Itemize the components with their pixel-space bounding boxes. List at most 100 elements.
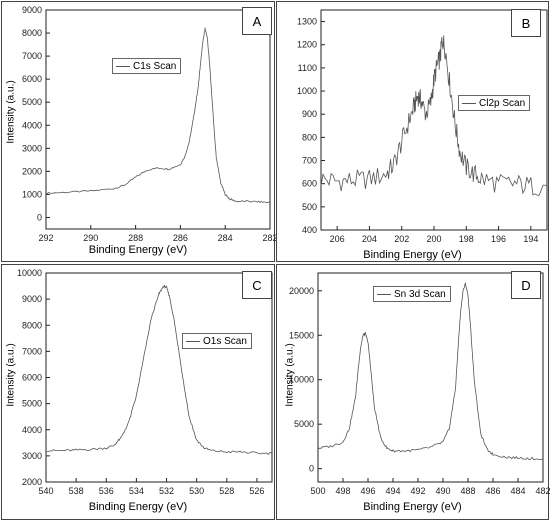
legend-label: Cl2p Scan	[479, 97, 526, 109]
x-tick-label: 198	[459, 234, 474, 244]
y-tick-label: 500	[302, 202, 317, 212]
y-tick-label: 7000	[22, 346, 42, 356]
y-tick-label: 5000	[294, 419, 314, 429]
x-tick-label: 500	[310, 486, 325, 496]
panel-label: D	[511, 271, 541, 299]
x-tick-label: 200	[426, 234, 441, 244]
x-tick-label: 532	[159, 486, 174, 496]
x-tick-label: 204	[362, 234, 377, 244]
x-tick-label: 498	[335, 486, 350, 496]
legend: C1s Scan	[112, 58, 182, 74]
y-tick-label: 0	[37, 212, 42, 222]
spectrum-line	[320, 35, 548, 196]
plot-area: 292 290 288 286 284 282 0 1000 2000 3000 4000 5000 6…	[22, 5, 276, 243]
x-tick-label: 486	[485, 486, 500, 496]
spectrum-line	[45, 284, 273, 455]
plot-frame	[320, 9, 548, 231]
legend: Sn 3d Scan	[373, 286, 451, 302]
y-tick-label: 400	[302, 225, 317, 235]
chart-panel-b: 206 204 202 200 198 196 194 400 500 600 700 800 900 1…	[276, 1, 549, 262]
legend-label: O1s Scan	[203, 335, 247, 347]
y-tick-label: 600	[302, 179, 317, 189]
plot-area: 206 204 202 200 198 196 194 400 500 600 700 800 900 1…	[297, 9, 548, 244]
legend-swatch	[116, 65, 130, 67]
y-axis-label: Intensity (a.u.)	[5, 343, 17, 407]
legend: Cl2p Scan	[458, 95, 531, 111]
panel-label: C	[242, 271, 272, 299]
y-tick-label: 5000	[22, 97, 42, 107]
y-tick-label: 1000	[297, 86, 317, 96]
plot-frame	[45, 9, 271, 230]
legend-label: Sn 3d Scan	[394, 288, 446, 300]
x-axis-label: Binding Energy (eV)	[88, 501, 188, 513]
x-tick-label: 492	[410, 486, 425, 496]
chart-panel-d: 500 498 496 494 492 490 488 486 484 482 0 5000 10000…	[276, 264, 550, 520]
plot-area: 540 538 536 534 532 530 528 526 2000 3000 4000 5000…	[17, 268, 273, 496]
x-tick-label: 292	[38, 233, 53, 243]
chart-panel-c: 540 538 536 534 532 530 528 526 2000 3000 4000 5000…	[1, 264, 275, 520]
x-axis-label: Binding Energy (eV)	[363, 501, 462, 513]
x-tick-label: 534	[129, 486, 144, 496]
x-axis-label: Binding Energy (eV)	[88, 244, 188, 256]
x-tick-label: 528	[219, 486, 234, 496]
y-tick-label: 8000	[22, 28, 42, 38]
y-tick-label: 10000	[17, 268, 42, 278]
y-tick-label: 900	[302, 109, 317, 119]
x-tick-label: 194	[523, 234, 538, 244]
x-tick-label: 538	[69, 486, 84, 496]
plot-area: 500 498 496 494 492 490 488 486 484 482 0 5000 10000…	[289, 272, 550, 496]
y-tick-label: 1200	[297, 40, 317, 50]
legend-label: C1s Scan	[133, 60, 177, 72]
panel-label: B	[511, 9, 541, 37]
legend: O1s Scan	[182, 333, 252, 349]
spectrum-line	[45, 27, 271, 204]
y-tick-label: 0	[309, 464, 314, 474]
x-tick-label: 496	[360, 486, 375, 496]
x-tick-label: 196	[491, 234, 506, 244]
chart-panel-a: 292 290 288 286 284 282 0 1000 2000 3000 4000 5000 6…	[1, 1, 276, 262]
y-tick-label: 6000	[22, 373, 42, 383]
y-tick-label: 700	[302, 156, 317, 166]
x-tick-label: 540	[38, 486, 53, 496]
x-tick-label: 494	[385, 486, 400, 496]
y-axis-label: Intensity (a.u.)	[5, 80, 17, 144]
legend-swatch	[186, 340, 200, 342]
x-tick-label: 290	[83, 233, 98, 243]
y-tick-label: 7000	[22, 51, 42, 61]
plot-frame	[317, 272, 544, 483]
x-tick-label: 488	[460, 486, 475, 496]
y-tick-label: 1100	[298, 63, 317, 73]
plot-frame	[45, 272, 273, 483]
y-tick-label: 1000	[22, 189, 42, 199]
x-tick-label: 288	[128, 233, 143, 243]
x-tick-label: 284	[218, 233, 233, 243]
y-tick-label: 15000	[289, 330, 314, 340]
y-tick-label: 4000	[22, 425, 42, 435]
x-tick-label: 206	[330, 234, 345, 244]
x-tick-label: 490	[435, 486, 450, 496]
y-tick-label: 1300	[297, 17, 317, 27]
x-tick-label: 202	[394, 234, 409, 244]
x-tick-label: 482	[535, 486, 550, 496]
y-tick-label: 3000	[22, 143, 42, 153]
x-tick-label: 526	[249, 486, 264, 496]
y-tick-label: 5000	[22, 399, 42, 409]
y-tick-label: 3000	[22, 451, 42, 461]
panel-label: A	[242, 7, 272, 35]
y-tick-label: 2000	[22, 477, 42, 487]
y-tick-label: 800	[302, 132, 317, 142]
y-tick-label: 9000	[22, 294, 42, 304]
y-tick-label: 10000	[289, 375, 314, 385]
x-tick-label: 536	[99, 486, 114, 496]
x-axis-label: Binding Energy (eV)	[363, 249, 462, 261]
x-tick-label: 530	[189, 486, 204, 496]
y-tick-label: 2000	[22, 166, 42, 176]
x-tick-label: 484	[510, 486, 525, 496]
y-tick-label: 20000	[289, 286, 314, 296]
y-tick-label: 6000	[22, 74, 42, 84]
y-tick-label: 8000	[22, 320, 42, 330]
legend-swatch	[462, 102, 476, 104]
spectrum-line	[317, 282, 544, 461]
y-axis-label: Intensity (a.u.)	[284, 343, 296, 407]
x-tick-label: 282	[262, 233, 276, 243]
